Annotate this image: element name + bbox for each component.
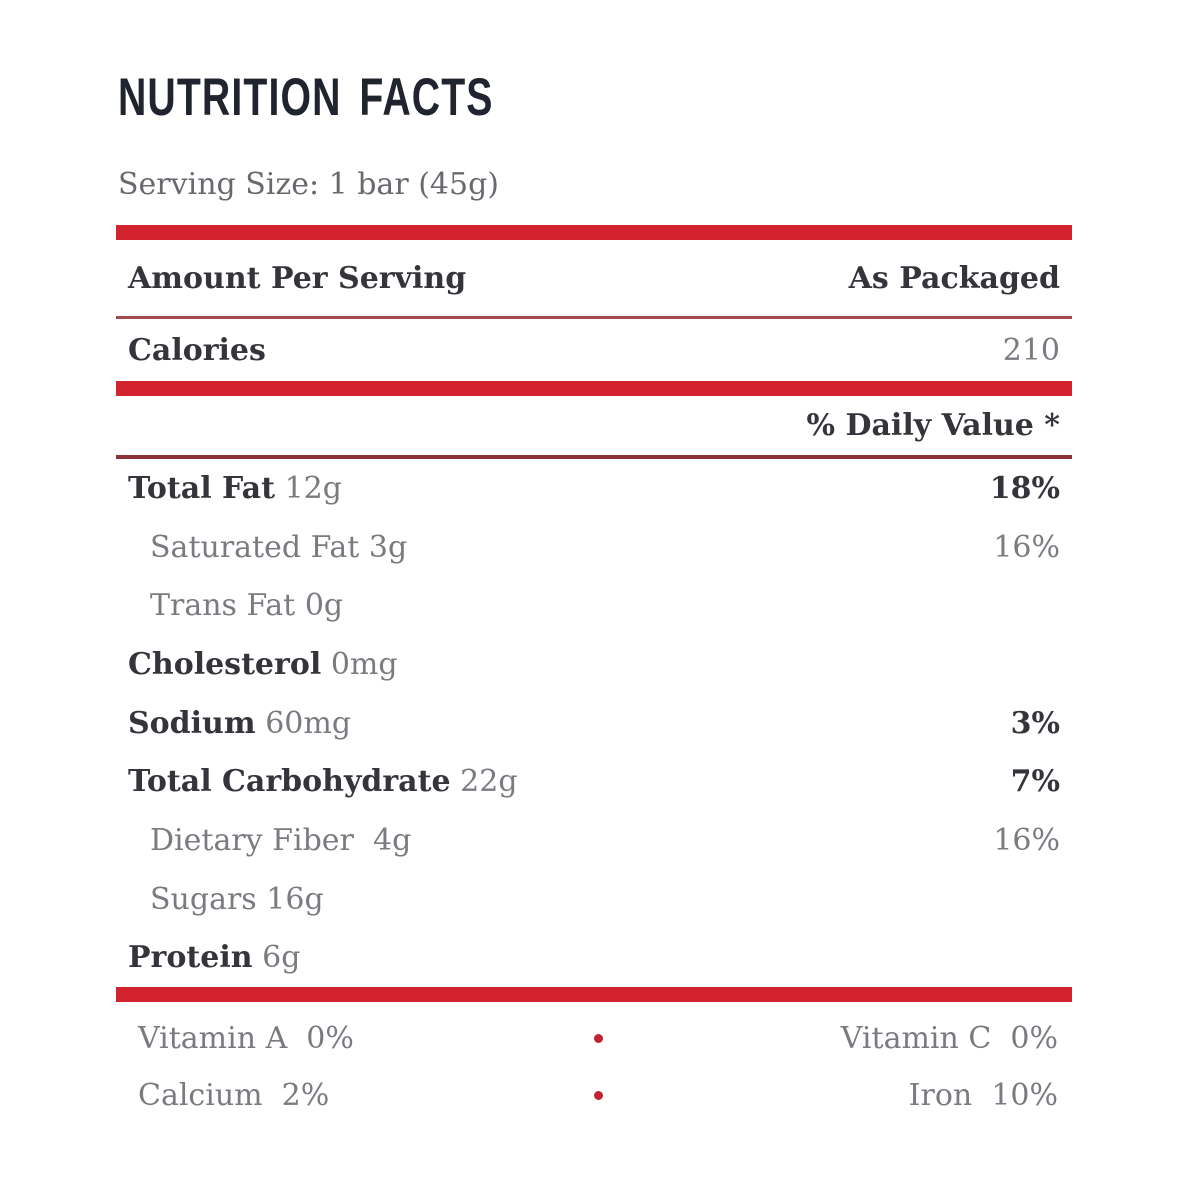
nutrient-amount: 22g	[460, 764, 518, 800]
daily-value-header-row: % Daily Value *	[116, 396, 1072, 455]
nutrient-dv: 16%	[993, 822, 1060, 858]
rule-under-daily-value	[116, 455, 1072, 459]
calories-value: 210	[1002, 332, 1060, 368]
rule-under-header	[116, 316, 1072, 319]
nutrient-amount: 6g	[262, 940, 301, 976]
table-row-sugars: Sugars 16g	[116, 870, 1072, 929]
nutrient-name: Saturated Fat	[150, 529, 360, 565]
nutrient-name: Protein	[128, 940, 253, 976]
nutrition-facts-label: NUTRITION FACTS Serving Size: 1 bar (45g…	[116, 68, 1072, 1124]
micronutrient-row-1: Vitamin A 0% Vitamin C 0%	[138, 1010, 1058, 1067]
nutrient-amount: 3g	[368, 529, 408, 565]
nutrient-name: Total Carbohydrate	[128, 764, 451, 800]
nutrient-dv: 3%	[1010, 705, 1060, 741]
nutrient-name: Cholesterol	[128, 646, 322, 682]
bullet-icon	[593, 1091, 603, 1100]
nutrient-amount: 0g	[304, 588, 344, 624]
divider-bar-top	[116, 225, 1072, 240]
table-row-sodium: Sodium 60mg 3%	[116, 694, 1072, 753]
table-row-dietary-fiber: Dietary Fiber 4g 16%	[116, 811, 1072, 870]
micronutrient-row-2: Calcium 2% Iron 10%	[138, 1067, 1058, 1124]
amount-header-row: Amount Per Serving As Packaged	[116, 240, 1072, 316]
table-row-trans-fat: Trans Fat 0g	[116, 576, 1072, 635]
nutrient-amount: 60mg	[265, 705, 352, 741]
nutrient-amount: 12g	[284, 470, 342, 506]
page-title: NUTRITION FACTS	[118, 68, 494, 127]
table-row-saturated-fat: Saturated Fat 3g 16%	[116, 518, 1072, 577]
calories-label: Calories	[128, 332, 266, 368]
iron-value: Iron 10%	[908, 1078, 1058, 1113]
nutrient-dv: 7%	[1010, 764, 1060, 800]
nutrient-name: Sugars	[150, 881, 257, 917]
daily-value-header: % Daily Value *	[806, 408, 1060, 443]
nutrient-amount: 4g	[363, 822, 412, 858]
table-row-protein: Protein 6g	[116, 928, 1072, 987]
table-row-cholesterol: Cholesterol 0mg	[116, 635, 1072, 694]
nutrient-amount: 0mg	[330, 646, 398, 682]
divider-bar-bottom	[116, 987, 1072, 1002]
serving-size-text: Serving Size: 1 bar (45g)	[118, 167, 499, 202]
nutrient-name: Dietary Fiber	[150, 822, 354, 858]
nutrient-name: Trans Fat	[150, 588, 296, 624]
nutrient-amount: 16g	[266, 881, 324, 917]
vitamin-c-value: Vitamin C 0%	[840, 1021, 1058, 1056]
calcium-value: Calcium 2%	[138, 1078, 330, 1113]
nutrient-dv: 16%	[993, 529, 1060, 565]
vitamin-a-value: Vitamin A 0%	[138, 1021, 354, 1056]
table-row-total-fat: Total Fat 12g 18%	[116, 459, 1072, 518]
calories-row: Calories 210	[116, 319, 1072, 381]
nutrient-name: Total Fat	[128, 470, 275, 506]
nutrient-dv: 18%	[989, 470, 1060, 506]
bullet-icon	[593, 1034, 603, 1043]
table-row-total-carbohydrate: Total Carbohydrate 22g 7%	[116, 752, 1072, 811]
divider-bar-mid	[116, 381, 1072, 396]
nutrient-name: Sodium	[128, 705, 256, 741]
amount-per-serving-label: Amount Per Serving	[128, 260, 467, 296]
micronutrient-section: Vitamin A 0% Vitamin C 0% Calcium 2% Iro…	[116, 1002, 1072, 1124]
nutrient-table: Total Fat 12g 18% Saturated Fat 3g 16% T…	[116, 459, 1072, 987]
as-packaged-label: As Packaged	[848, 260, 1060, 296]
